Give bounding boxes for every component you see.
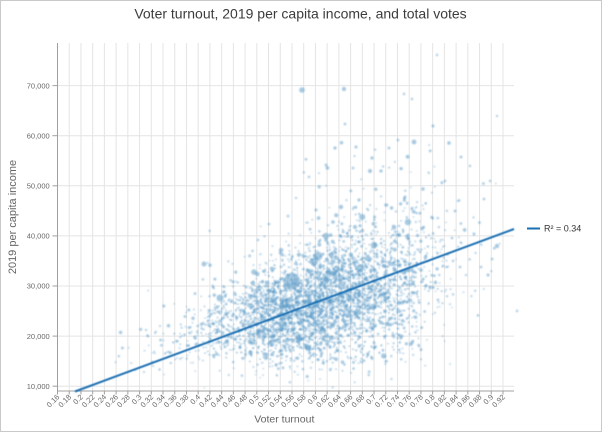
svg-text:60,000: 60,000 [27,131,50,140]
svg-text:40,000: 40,000 [27,232,50,241]
svg-text:20,000: 20,000 [27,332,50,341]
svg-text:R² = 0.34: R² = 0.34 [544,224,581,234]
svg-text:0.28: 0.28 [115,393,132,410]
svg-text:0.38: 0.38 [174,393,191,410]
svg-text:0.78: 0.78 [408,393,425,410]
svg-text:Voter turnout, 2019 per capita: Voter turnout, 2019 per capita income, a… [134,6,466,22]
svg-text:0.18: 0.18 [56,393,73,410]
svg-text:70,000: 70,000 [27,81,50,90]
svg-text:30,000: 30,000 [27,282,50,291]
svg-text:2019 per capita income: 2019 per capita income [7,160,19,274]
svg-text:0.88: 0.88 [467,393,484,410]
svg-text:50,000: 50,000 [27,182,50,191]
svg-text:10,000: 10,000 [27,382,50,391]
svg-text:Voter turnout: Voter turnout [254,414,314,426]
svg-text:0.68: 0.68 [350,393,367,410]
svg-text:0.48: 0.48 [232,393,249,410]
svg-text:0.92: 0.92 [490,393,507,410]
svg-text:0.58: 0.58 [291,393,308,410]
